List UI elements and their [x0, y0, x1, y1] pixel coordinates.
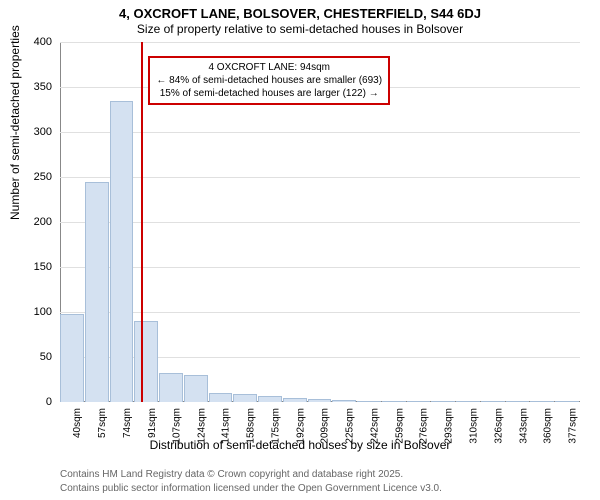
histogram-bar	[159, 373, 183, 402]
histogram-bar	[134, 321, 158, 402]
histogram-bar	[60, 314, 84, 402]
annotation-box: 4 OXCROFT LANE: 94sqm← 84% of semi-detac…	[148, 56, 390, 105]
histogram-bar	[85, 182, 109, 403]
y-tick-label: 300	[2, 126, 52, 138]
histogram-bar	[481, 401, 505, 402]
annotation-line: 15% of semi-detached houses are larger (…	[156, 87, 382, 100]
grid-line	[60, 222, 580, 223]
x-tick-label: 91sqm	[147, 408, 158, 438]
footer-line-2: Contains public sector information licen…	[60, 483, 442, 494]
y-tick-label: 150	[2, 261, 52, 273]
annotation-line: 4 OXCROFT LANE: 94sqm	[156, 61, 382, 74]
histogram-bar	[357, 401, 381, 402]
histogram-bar	[283, 398, 307, 402]
grid-line	[60, 312, 580, 313]
grid-line	[60, 132, 580, 133]
y-tick-label: 50	[2, 351, 52, 363]
histogram-bar	[407, 401, 431, 402]
histogram-bar	[110, 101, 134, 403]
x-tick-label: 74sqm	[122, 408, 133, 438]
grid-line	[60, 177, 580, 178]
y-tick-label: 100	[2, 306, 52, 318]
chart-title-main: 4, OXCROFT LANE, BOLSOVER, CHESTERFIELD,…	[0, 6, 600, 21]
y-tick-label: 400	[2, 36, 52, 48]
y-tick-label: 350	[2, 81, 52, 93]
histogram-bar	[530, 401, 554, 402]
grid-line	[60, 267, 580, 268]
histogram-bar	[382, 401, 406, 402]
x-tick-label: 57sqm	[97, 408, 108, 438]
histogram-bar	[209, 393, 233, 402]
histogram-bar	[184, 375, 208, 402]
histogram-bar	[431, 401, 455, 402]
histogram-bar	[308, 399, 332, 402]
histogram-bar	[555, 401, 579, 402]
y-tick-label: 250	[2, 171, 52, 183]
grid-line	[60, 42, 580, 43]
histogram-bar	[506, 401, 530, 402]
histogram-bar	[456, 401, 480, 402]
histogram-bar	[258, 396, 282, 402]
reference-line	[141, 42, 143, 402]
annotation-line: ← 84% of semi-detached houses are smalle…	[156, 74, 382, 87]
histogram-bar	[332, 400, 356, 402]
y-tick-container: 050100150200250300350400	[0, 42, 56, 402]
x-tick-label: 40sqm	[72, 408, 83, 438]
x-axis-label: Distribution of semi-detached houses by …	[0, 438, 600, 452]
y-tick-label: 0	[2, 396, 52, 408]
footer-line-1: Contains HM Land Registry data © Crown c…	[60, 469, 403, 480]
chart-title-sub: Size of property relative to semi-detach…	[0, 22, 600, 36]
chart-container: 4, OXCROFT LANE, BOLSOVER, CHESTERFIELD,…	[0, 0, 600, 500]
y-tick-label: 200	[2, 216, 52, 228]
histogram-bar	[233, 394, 257, 402]
plot-area: 4 OXCROFT LANE: 94sqm← 84% of semi-detac…	[60, 42, 580, 402]
